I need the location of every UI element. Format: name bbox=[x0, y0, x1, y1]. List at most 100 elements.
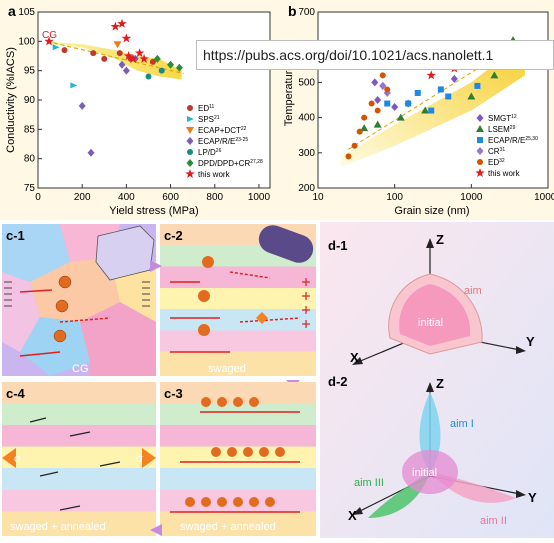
panel-a: 0 200 400 600 800 1000 75 80 85 90 95 100 105 a CG Y… bbox=[0, 0, 280, 220]
panel-a-label: a bbox=[8, 3, 16, 19]
a-point bbox=[121, 33, 132, 43]
d2-y: Y bbox=[528, 490, 537, 505]
a-ytick-label: 85 bbox=[24, 124, 36, 135]
a-xtick-label: 0 bbox=[35, 192, 41, 203]
d2-aim1: aim I bbox=[450, 418, 474, 430]
c2-subpanel: c-2 swaged bbox=[160, 224, 316, 388]
a-point bbox=[70, 82, 78, 89]
a-point bbox=[134, 48, 145, 58]
panel-c-diagram: c-1 CG c-2 swaged bbox=[0, 221, 316, 536]
b-legend-marker bbox=[476, 125, 484, 132]
a-legend-marker bbox=[186, 159, 194, 167]
b-point bbox=[437, 86, 444, 93]
d2-aim2: aim II bbox=[480, 515, 507, 527]
b-point bbox=[445, 93, 452, 100]
panel-b-label: b bbox=[288, 3, 297, 19]
a-point bbox=[117, 18, 127, 28]
d1-initial: initial bbox=[418, 317, 443, 329]
c4-subpanel: c-4 swaged + annealed σ σ bbox=[2, 382, 156, 536]
b-shaded-band bbox=[341, 40, 525, 167]
b-legend-label: SMGT12 bbox=[488, 114, 517, 123]
a-point bbox=[101, 55, 108, 62]
b-legend-label: LSEM29 bbox=[488, 125, 516, 134]
b-point bbox=[373, 120, 382, 128]
b-xtick-label: 100 bbox=[386, 192, 403, 203]
a-trend-line bbox=[46, 40, 184, 75]
d2-aim3: aim III bbox=[354, 477, 384, 489]
b-legend-marker bbox=[477, 159, 483, 165]
a-point bbox=[149, 58, 156, 65]
b-point bbox=[356, 128, 363, 135]
a-legend-marker bbox=[186, 127, 194, 134]
b-legend-label: CR31 bbox=[488, 147, 505, 156]
a-point bbox=[118, 60, 126, 69]
a-xtick-label: 800 bbox=[206, 192, 223, 203]
a-point bbox=[145, 73, 152, 80]
b-legend-marker bbox=[475, 168, 485, 178]
b-point bbox=[351, 142, 358, 149]
b-point bbox=[426, 70, 437, 80]
b-point bbox=[374, 96, 382, 104]
b-point bbox=[391, 103, 399, 112]
d2-label: d-2 bbox=[328, 374, 348, 389]
b-point bbox=[345, 153, 352, 160]
a-legend-marker bbox=[187, 116, 194, 122]
a-ytick-label: 100 bbox=[18, 36, 35, 47]
a-legend-label: DPD/DPD+CR27,28 bbox=[198, 159, 263, 168]
b-point bbox=[361, 114, 368, 121]
b-point bbox=[490, 71, 499, 79]
c4-caption: swaged + annealed bbox=[10, 521, 106, 533]
b-legend-marker bbox=[477, 137, 483, 143]
b-point bbox=[405, 100, 412, 107]
a-point bbox=[87, 148, 95, 157]
a-point bbox=[44, 36, 54, 46]
b-xtick-label: 10 bbox=[312, 192, 324, 203]
c4-label: c-4 bbox=[6, 386, 26, 401]
c4-sigma-right: σ bbox=[136, 453, 143, 465]
cg-label: CG bbox=[42, 30, 57, 41]
b-legend-label: ECAP/R/E25,30 bbox=[488, 136, 538, 145]
panel-c: c-1 CG c-2 swaged bbox=[0, 221, 318, 538]
a-legend-marker bbox=[187, 149, 193, 155]
c1-subpanel: c-1 CG bbox=[0, 221, 159, 379]
a-legend-marker bbox=[185, 169, 195, 179]
b-point bbox=[371, 78, 379, 87]
a-xlabel: Yield stress (MPa) bbox=[109, 205, 198, 217]
b-ylabel: Temperature ( bbox=[283, 57, 295, 126]
a-legend-label: this work bbox=[198, 170, 231, 179]
c3-label: c-3 bbox=[164, 386, 183, 401]
d1-x: X bbox=[350, 350, 359, 365]
a-point bbox=[52, 44, 60, 51]
c1-cg-label: CG bbox=[72, 363, 89, 375]
b-point bbox=[428, 107, 435, 114]
a-xtick-label: 200 bbox=[74, 192, 91, 203]
d1-y: Y bbox=[526, 334, 535, 349]
panel-d-diagram: d-1 Z Y X aim initial d-2 Z Y X bbox=[320, 222, 554, 538]
a-legend-label: LP/D26 bbox=[198, 148, 222, 157]
c2-label: c-2 bbox=[164, 228, 183, 243]
d2-initial: initial bbox=[412, 467, 437, 479]
a-ylabel: Conductivity (%IACS) bbox=[5, 47, 17, 153]
a-ytick-label: 95 bbox=[24, 66, 36, 77]
b-ytick-label: 700 bbox=[298, 7, 315, 18]
b-legend: SMGT12 LSEM29 ECAP/R/E25,30 CR31 ED32 this wo… bbox=[475, 114, 538, 178]
a-point bbox=[122, 66, 130, 75]
panel-b: 10100100010000200300400500600700 b Grain… bbox=[280, 0, 554, 220]
b-legend-label: ED32 bbox=[488, 158, 505, 167]
b-point bbox=[467, 92, 476, 100]
c3-subpanel: c-3 swaged + annealed bbox=[160, 382, 316, 536]
b-point bbox=[374, 107, 381, 114]
b-legend-marker bbox=[476, 147, 484, 155]
a-point bbox=[175, 63, 183, 72]
b-point bbox=[450, 74, 458, 83]
a-point bbox=[78, 101, 86, 110]
a-point bbox=[167, 60, 175, 69]
a-legend-label: ED11 bbox=[198, 104, 215, 113]
d1-z: Z bbox=[436, 232, 444, 247]
a-ytick-label: 90 bbox=[24, 95, 36, 106]
a-point bbox=[158, 67, 165, 74]
b-legend-marker bbox=[476, 114, 484, 122]
panel-a-chart: 0 200 400 600 800 1000 75 80 85 90 95 100 105 a CG Y… bbox=[0, 0, 280, 220]
a-point bbox=[139, 53, 149, 63]
d2-z: Z bbox=[436, 376, 444, 391]
